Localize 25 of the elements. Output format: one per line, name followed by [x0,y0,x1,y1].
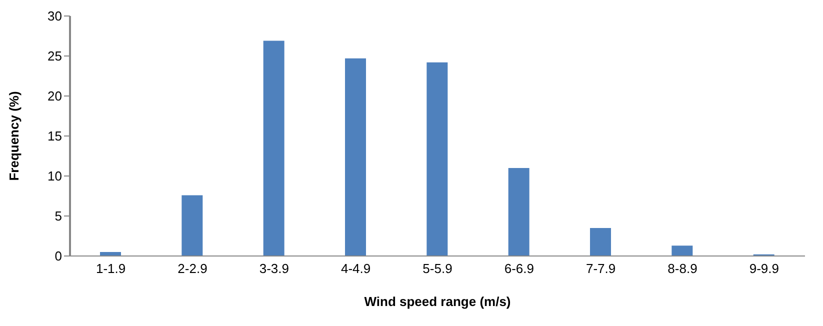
bar [426,62,448,256]
y-tick-label: 15 [48,128,62,144]
x-tick-label: 8-8.9 [668,261,698,276]
bar [182,195,203,256]
y-tick-label: 5 [54,208,62,224]
bar [263,40,284,256]
y-axis-title: Frequency (%) [6,91,22,181]
x-tick-label: 6-6.9 [504,261,534,276]
x-tick-label: 9-9.9 [749,261,779,276]
x-tick-label: 2-2.9 [178,261,208,276]
bar [345,58,366,256]
bar [590,228,611,256]
x-tick-label: 7-7.9 [586,261,616,276]
y-tick-label: 10 [48,168,62,184]
bar [672,246,693,256]
x-tick-label: 4-4.9 [341,261,371,276]
y-tick-label: 20 [48,88,62,104]
bar [508,168,530,256]
y-tick-label: 30 [48,8,62,24]
x-axis-title: Wind speed range (m/s) [364,294,511,309]
x-tick-label: 5-5.9 [422,261,452,276]
y-tick-label: 25 [48,48,62,64]
x-tick-label: 1-1.9 [96,261,126,276]
y-tick-label: 0 [54,248,62,264]
x-tick-label: 3-3.9 [259,261,289,276]
